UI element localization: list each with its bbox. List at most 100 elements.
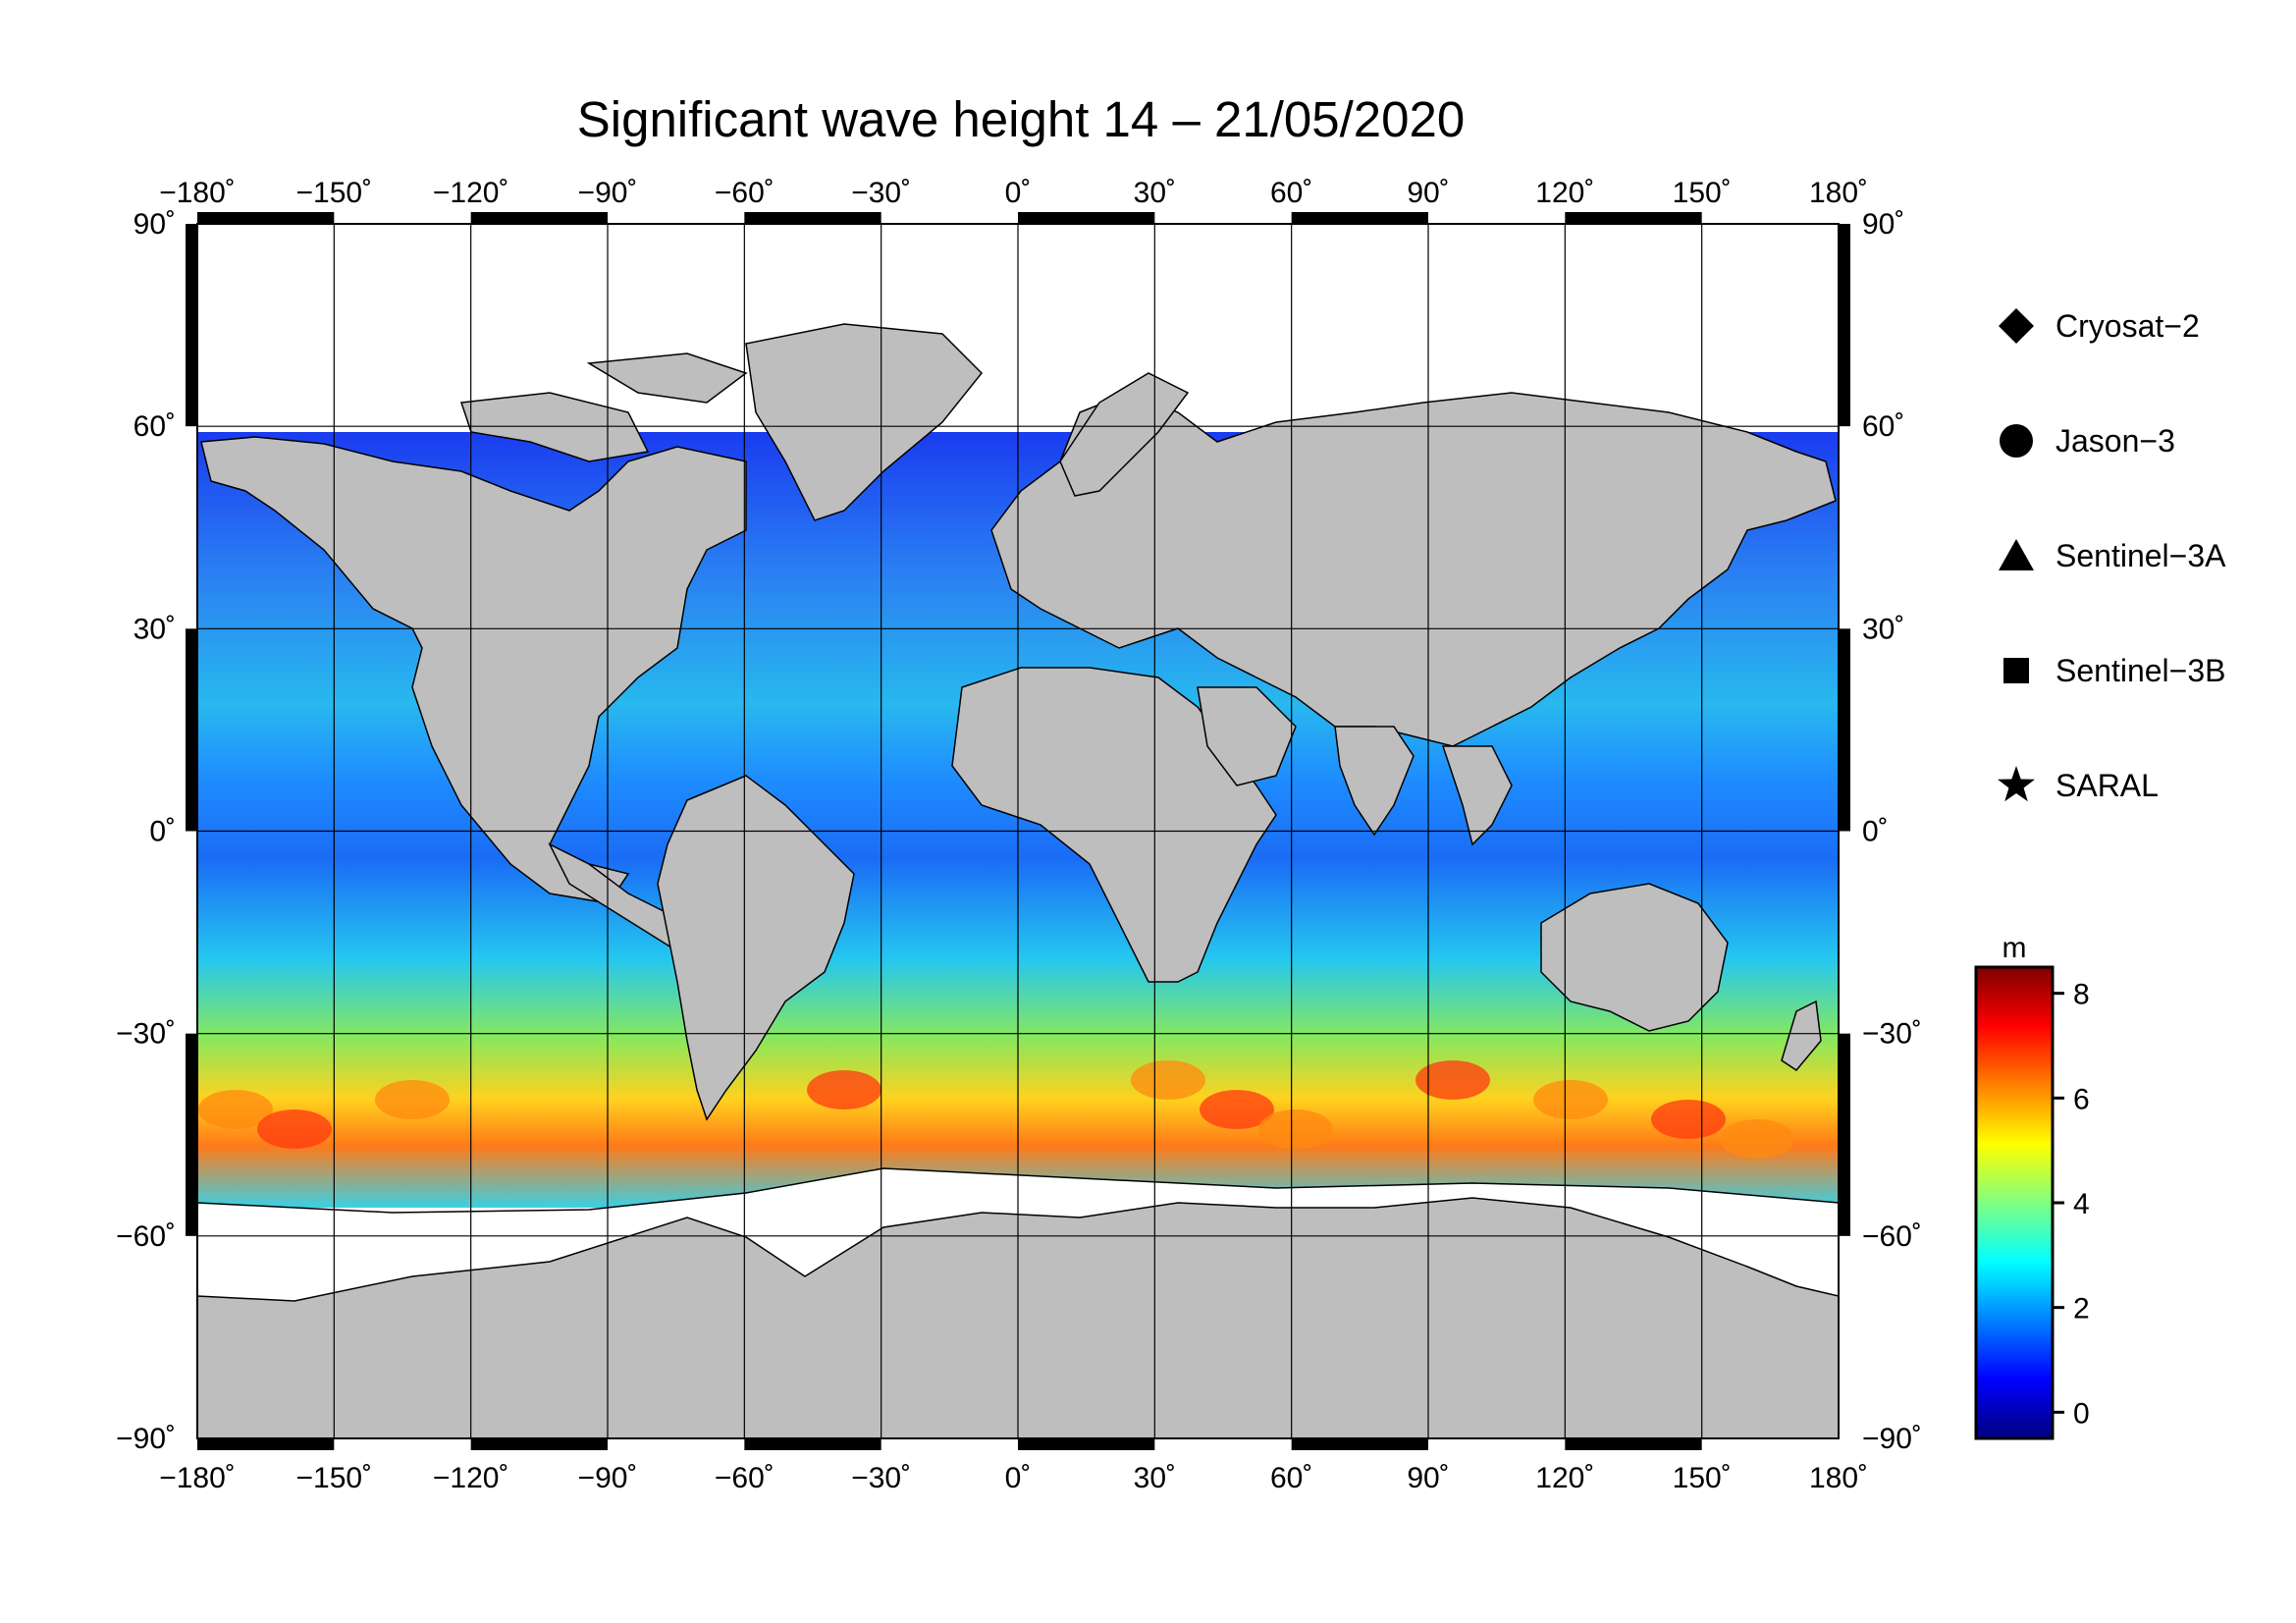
frame-bar-bottom bbox=[1018, 1438, 1155, 1450]
circle-marker-icon bbox=[2000, 424, 2033, 458]
frame-bar-bottom bbox=[1565, 1438, 1702, 1450]
frame-bar-top bbox=[1291, 212, 1428, 224]
legend-label: Sentinel−3B bbox=[2056, 653, 2225, 688]
longitude-tick-label: 150˚ bbox=[1673, 1462, 1732, 1494]
longitude-tick-label: 30˚ bbox=[1134, 1462, 1176, 1494]
frame-bar-right bbox=[1839, 1033, 1850, 1236]
colorbar-unit: m bbox=[2002, 932, 2027, 964]
legend-item: Sentinel−3B bbox=[2003, 653, 2225, 688]
legend-label: Cryosat−2 bbox=[2056, 308, 2200, 344]
wave-hotspot bbox=[198, 1090, 273, 1129]
longitude-tick-label: 30˚ bbox=[1134, 177, 1176, 209]
longitude-tick-label: 120˚ bbox=[1535, 1462, 1594, 1494]
legend-label: SARAL bbox=[2056, 768, 2159, 803]
longitude-tick-label: 120˚ bbox=[1535, 177, 1594, 209]
graticule bbox=[197, 224, 1839, 1438]
longitude-tick-label: 60˚ bbox=[1270, 177, 1312, 209]
triangle-marker-icon bbox=[1999, 539, 2034, 570]
latitude-tick-label: −60˚ bbox=[116, 1220, 176, 1253]
colorbar-tick-label: 8 bbox=[2073, 979, 2090, 1011]
longitude-tick-label: 90˚ bbox=[1407, 177, 1449, 209]
latitude-tick-label: 0˚ bbox=[149, 816, 176, 848]
latitude-tick-label: 90˚ bbox=[133, 208, 176, 241]
frame-bar-right bbox=[1839, 628, 1850, 832]
square-marker-icon bbox=[2003, 658, 2029, 683]
wave-hotspot bbox=[1415, 1060, 1490, 1100]
colorbar-gradient bbox=[1974, 965, 2055, 1440]
legend-item: Jason−3 bbox=[2000, 423, 2175, 459]
wave-hotspot bbox=[1651, 1100, 1726, 1139]
colorbar-tick-label: 0 bbox=[2073, 1397, 2090, 1430]
wave-hotspot bbox=[1131, 1060, 1205, 1100]
longitude-tick-label: −150˚ bbox=[296, 177, 373, 209]
wave-hotspot bbox=[1200, 1090, 1274, 1129]
legend-item: SARAL bbox=[1998, 766, 2159, 803]
frame-bar-bottom bbox=[197, 1438, 335, 1450]
longitude-tick-label: −30˚ bbox=[851, 177, 911, 209]
latitude-tick-label: −90˚ bbox=[116, 1423, 176, 1455]
longitude-labels-bottom: −180˚ −150˚ −120˚ −90˚ −60˚ −30˚ 0˚ 30˚ 60˚ 90˚ 12… bbox=[159, 1462, 1868, 1494]
scandinavia-land bbox=[1059, 372, 1190, 497]
star-marker-icon bbox=[1998, 766, 2035, 802]
longitude-tick-label: −150˚ bbox=[296, 1462, 373, 1494]
colorbar: m 8 6 4 2 0 bbox=[1974, 932, 2090, 1440]
frame-bar-top bbox=[744, 212, 881, 224]
longitude-labels-top: −180˚ −150˚ −120˚ −90˚ −60˚ −30˚ 0˚ 30˚ 60˚ 90˚ 12… bbox=[159, 177, 1868, 209]
longitude-tick-label: 0˚ bbox=[1005, 1462, 1032, 1494]
colorbar-tick-label: 2 bbox=[2073, 1293, 2090, 1325]
longitude-tick-label: −180˚ bbox=[159, 1462, 236, 1494]
longitude-tick-label: −180˚ bbox=[159, 177, 236, 209]
india-land bbox=[1334, 726, 1415, 837]
frame-bar-right bbox=[1839, 224, 1850, 427]
map-title: Significant wave height 14 – 21/05/2020 bbox=[576, 91, 1466, 147]
eurasia-land bbox=[990, 392, 1837, 747]
latitude-tick-label: 30˚ bbox=[133, 613, 176, 645]
greenland-land bbox=[745, 323, 984, 521]
frame-bar-top bbox=[197, 212, 335, 224]
latitude-tick-label: 30˚ bbox=[1862, 613, 1904, 645]
latitude-tick-label: 90˚ bbox=[1862, 208, 1904, 241]
latitude-tick-label: −90˚ bbox=[1862, 1423, 1922, 1455]
longitude-tick-label: −120˚ bbox=[433, 177, 509, 209]
arabia-land bbox=[1197, 686, 1297, 786]
arctic-islands-land bbox=[459, 392, 650, 462]
map-frame bbox=[186, 212, 1850, 1450]
satellite-legend: Cryosat−2 Jason−3 Sentinel−3A Sentinel−3B SA… bbox=[1998, 308, 2226, 803]
southeast-asia-land bbox=[1441, 745, 1513, 846]
latitude-tick-label: −30˚ bbox=[116, 1018, 176, 1051]
australia-land bbox=[1540, 883, 1729, 1032]
africa-land bbox=[951, 667, 1277, 983]
legend-label: Jason−3 bbox=[2056, 423, 2175, 459]
longitude-tick-label: −90˚ bbox=[578, 1462, 638, 1494]
frame-bar-top bbox=[1565, 212, 1702, 224]
frame-bar-top bbox=[1018, 212, 1155, 224]
wave-hotspot bbox=[1258, 1109, 1333, 1149]
colorbar-tick-label: 6 bbox=[2073, 1083, 2090, 1115]
legend-item: Sentinel−3A bbox=[1999, 538, 2226, 573]
longitude-tick-label: 90˚ bbox=[1407, 1462, 1449, 1494]
longitude-tick-label: −90˚ bbox=[578, 177, 638, 209]
diamond-marker-icon bbox=[1999, 308, 2034, 344]
longitude-tick-label: 180˚ bbox=[1809, 177, 1868, 209]
longitude-tick-label: 0˚ bbox=[1005, 177, 1032, 209]
frame-bar-bottom bbox=[470, 1438, 608, 1450]
frame-bar-top bbox=[470, 212, 608, 224]
colorbar-tick-label: 4 bbox=[2073, 1188, 2090, 1220]
frame-bar-left bbox=[186, 1033, 197, 1236]
legend-item: Cryosat−2 bbox=[1999, 308, 2200, 344]
new-zealand-land bbox=[1781, 1000, 1822, 1071]
longitude-tick-label: 60˚ bbox=[1270, 1462, 1312, 1494]
longitude-tick-label: 180˚ bbox=[1809, 1462, 1868, 1494]
wave-hotspot bbox=[257, 1109, 332, 1149]
latitude-labels-right: 90˚ 60˚ 30˚ 0˚ −30˚ −60˚ −90˚ bbox=[1862, 208, 1922, 1455]
latitude-tick-label: −30˚ bbox=[1862, 1018, 1922, 1051]
latitude-tick-label: 0˚ bbox=[1862, 816, 1889, 848]
wave-hotspot bbox=[375, 1080, 450, 1119]
frame-bar-bottom bbox=[1291, 1438, 1428, 1450]
frame-bar-bottom bbox=[744, 1438, 881, 1450]
north-america-land bbox=[200, 436, 747, 904]
wave-hotspot bbox=[1533, 1080, 1608, 1119]
frame-bar-left bbox=[186, 628, 197, 832]
latitude-tick-label: 60˚ bbox=[133, 410, 176, 443]
longitude-tick-label: −60˚ bbox=[715, 1462, 774, 1494]
